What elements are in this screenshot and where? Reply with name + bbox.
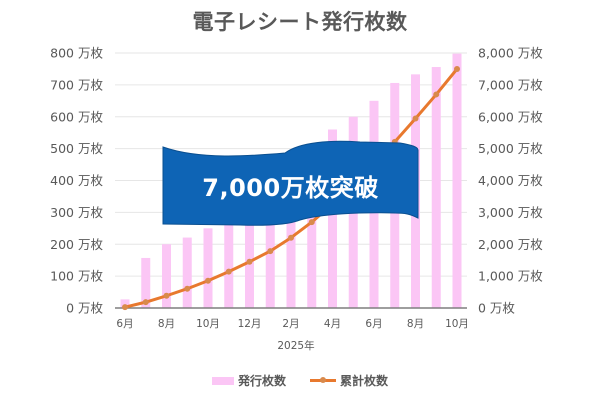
cumulative-marker[interactable] <box>412 115 419 122</box>
legend-label-issued: 発行枚数 <box>237 374 286 388</box>
y-axis-right-tick: 4,000 万枚 <box>478 173 543 188</box>
x-axis-tick: 2月 <box>282 318 299 330</box>
x-axis-tick: 12月 <box>238 318 262 330</box>
y-axis-left-tick: 400 万枚 <box>50 173 103 188</box>
cumulative-marker[interactable] <box>225 268 232 275</box>
y-axis-left-tick: 100 万枚 <box>50 269 103 284</box>
cumulative-marker[interactable] <box>288 234 294 241</box>
milestone-banner: 7,000万枚突破 <box>202 174 379 202</box>
y-axis-right-tick: 1,000 万枚 <box>478 269 543 284</box>
x-axis-tick: 10月 <box>445 318 469 330</box>
cumulative-marker[interactable] <box>454 66 460 73</box>
bar-swatch-icon <box>211 376 234 385</box>
y-axis-left-tick: 500 万枚 <box>50 141 103 156</box>
y-axis-right-tick: 6,000 万枚 <box>478 109 543 124</box>
y-axis-right-tick: 8,000 万枚 <box>478 46 543 61</box>
bar-issued[interactable] <box>307 151 317 308</box>
bar-issued[interactable] <box>162 244 171 308</box>
cumulative-marker[interactable] <box>308 219 315 226</box>
y-axis-left-tick: 0 万枚 <box>66 301 103 316</box>
bar-issued[interactable] <box>120 299 130 308</box>
cumulative-marker[interactable] <box>122 304 128 311</box>
cumulative-marker[interactable] <box>205 277 211 284</box>
bar-issued[interactable] <box>245 209 254 308</box>
legend-item-cumulative[interactable]: 累計枚数 <box>310 372 388 389</box>
legend-item-issued[interactable]: 発行枚数 <box>211 372 286 389</box>
cumulative-marker[interactable] <box>433 91 440 98</box>
x-axis-tick: 6月 <box>116 318 133 330</box>
y-axis-left-tick: 700 万枚 <box>50 77 103 92</box>
cumulative-marker[interactable] <box>163 292 170 299</box>
cumulative-marker[interactable] <box>246 258 253 265</box>
cumulative-marker[interactable] <box>267 248 274 255</box>
chart-legend: 発行枚数 累計枚数 <box>0 372 600 389</box>
y-axis-right-tick: 0 万枚 <box>478 301 515 316</box>
bar-issued[interactable] <box>182 237 192 308</box>
bar-issued[interactable] <box>265 201 275 308</box>
y-axis-left-tick: 300 万枚 <box>50 205 103 220</box>
cumulative-marker[interactable] <box>142 299 149 306</box>
cumulative-marker[interactable] <box>184 285 191 292</box>
bar-issued[interactable] <box>203 228 213 308</box>
x-axis-tick: 8月 <box>407 318 424 330</box>
x-axis-tick: 10月 <box>196 318 220 330</box>
y-axis-left-tick: 600 万枚 <box>50 109 103 124</box>
bar-issued[interactable] <box>431 67 441 309</box>
legend-label-cumulative: 累計枚数 <box>340 374 389 388</box>
chart-title: 電子レシート発行枚数 <box>192 10 408 34</box>
bar-issued[interactable] <box>224 217 234 308</box>
y-axis-left-tick: 200 万枚 <box>50 237 103 252</box>
x-axis-tick: 6月 <box>365 318 382 330</box>
bar-issued[interactable] <box>141 257 151 308</box>
bar-issued[interactable] <box>452 53 462 309</box>
bar-issued[interactable] <box>286 174 296 308</box>
y-axis-left-tick: 800 万枚 <box>50 46 103 61</box>
line-swatch-icon <box>310 377 336 383</box>
x-axis-tick: 8月 <box>158 318 175 330</box>
y-axis-right-tick: 7,000 万枚 <box>478 77 543 92</box>
y-axis-right-tick: 2,000 万枚 <box>478 237 543 252</box>
bar-issued[interactable] <box>328 129 337 309</box>
x-axis-year-label: 2025年 <box>277 339 314 352</box>
y-axis-right-tick: 3,000 万枚 <box>478 205 543 220</box>
y-axis-right-tick: 5,000 万枚 <box>478 141 543 156</box>
x-axis-tick: 4月 <box>324 318 341 330</box>
